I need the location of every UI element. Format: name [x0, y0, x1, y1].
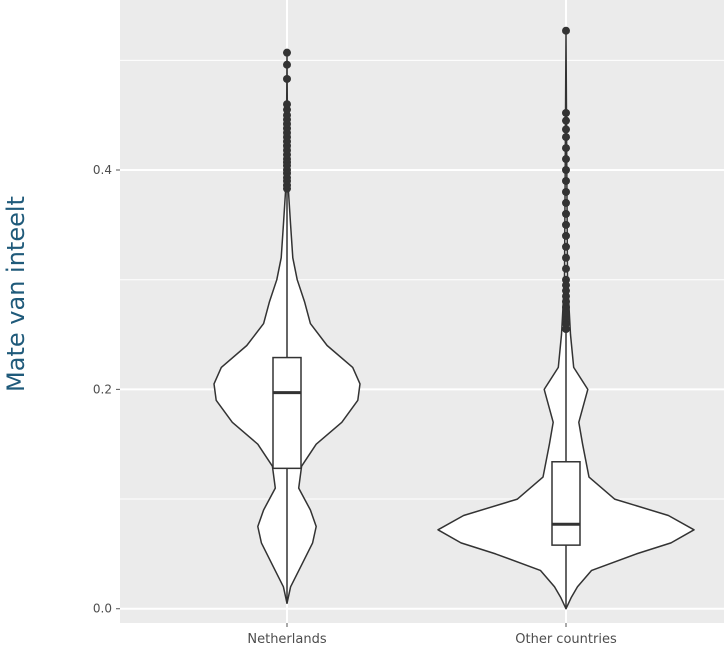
outlier-point	[562, 125, 570, 134]
x-axis-labels: Netherlands Other countries	[247, 623, 617, 647]
outlier-point	[562, 319, 570, 328]
y-tick-label: 0.4	[93, 163, 112, 177]
outlier-point	[562, 308, 570, 317]
outlier-point	[562, 116, 570, 125]
outlier-point	[562, 187, 570, 196]
outlier-point	[562, 253, 570, 262]
outlier-point	[562, 275, 570, 284]
outlier-point	[562, 292, 570, 301]
outlier-point	[562, 264, 570, 273]
box	[272, 356, 302, 470]
violin-netherlands	[213, 48, 361, 605]
outlier-point	[562, 198, 570, 207]
y-axis-title: Mate van inteelt	[2, 196, 30, 392]
outlier-point	[283, 74, 291, 83]
outlier-point	[562, 297, 570, 306]
x-tick-label: Other countries	[515, 632, 617, 647]
outlier-point	[562, 155, 570, 164]
outlier-point	[562, 286, 570, 295]
outlier-point	[562, 242, 570, 251]
violins	[213, 26, 695, 610]
outlier-point	[562, 144, 570, 153]
outlier-point	[562, 231, 570, 240]
outlier-point	[562, 325, 570, 334]
y-axis-ticks: 0.0 0.2 0.4	[93, 163, 120, 616]
outlier-point	[562, 314, 570, 323]
outlier-point	[562, 108, 570, 117]
x-tick-label: Netherlands	[247, 632, 326, 647]
outlier-point	[562, 133, 570, 142]
outlier-point	[283, 100, 291, 109]
outlier-point	[283, 105, 291, 114]
box	[551, 461, 581, 546]
outlier-point	[562, 281, 570, 290]
outlier-point	[562, 303, 570, 312]
y-tick-label: 0.2	[93, 382, 112, 396]
outlier-point	[562, 166, 570, 175]
outlier-point	[562, 209, 570, 218]
outlier-point	[283, 48, 291, 57]
outlier-point	[283, 60, 291, 69]
outlier-point	[562, 26, 570, 35]
violin-other-countries	[437, 26, 695, 610]
outlier-point	[562, 176, 570, 185]
outlier-point	[562, 220, 570, 229]
outlier-point	[283, 111, 291, 120]
y-tick-label: 0.0	[93, 602, 112, 616]
